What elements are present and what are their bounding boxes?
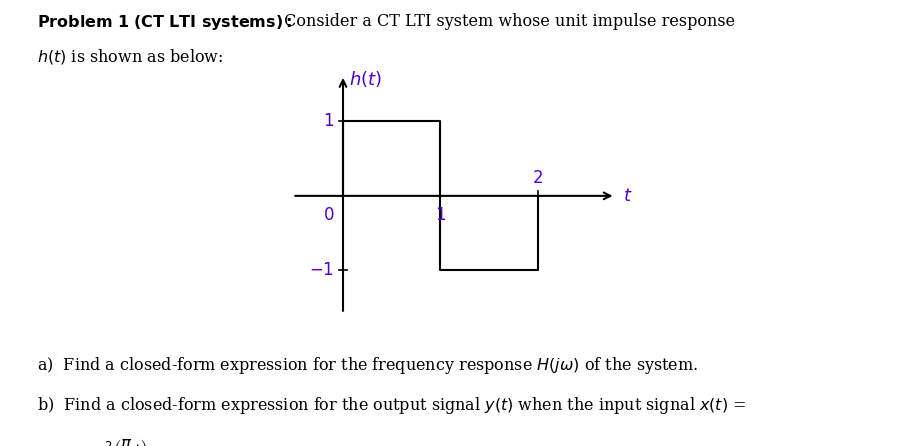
- Text: $t$: $t$: [623, 187, 633, 205]
- Text: a)  Find a closed-form expression for the frequency response $H(j\omega)$ of the: a) Find a closed-form expression for the…: [37, 355, 698, 376]
- Text: 2: 2: [532, 169, 543, 187]
- Text: $h(t)$: $h(t)$: [349, 69, 381, 89]
- Text: $\mathbf{Problem\ 1\ (CT\ LTI\ systems):}$: $\mathbf{Problem\ 1\ (CT\ LTI\ systems):…: [37, 13, 292, 33]
- Text: $h(t)$ is shown as below:: $h(t)$ is shown as below:: [37, 47, 223, 66]
- Text: 1: 1: [435, 206, 446, 223]
- Text: $\cos^2\!\left(\dfrac{\pi}{2}t\right).$: $\cos^2\!\left(\dfrac{\pi}{2}t\right).$: [76, 437, 154, 446]
- Text: 0: 0: [323, 206, 335, 223]
- Text: b)  Find a closed-form expression for the output signal $y(t)$ when the input si: b) Find a closed-form expression for the…: [37, 395, 746, 416]
- Text: Consider a CT LTI system whose unit impulse response: Consider a CT LTI system whose unit impu…: [279, 13, 735, 30]
- Text: 1: 1: [323, 112, 335, 130]
- Text: $-1$: $-1$: [309, 261, 335, 280]
